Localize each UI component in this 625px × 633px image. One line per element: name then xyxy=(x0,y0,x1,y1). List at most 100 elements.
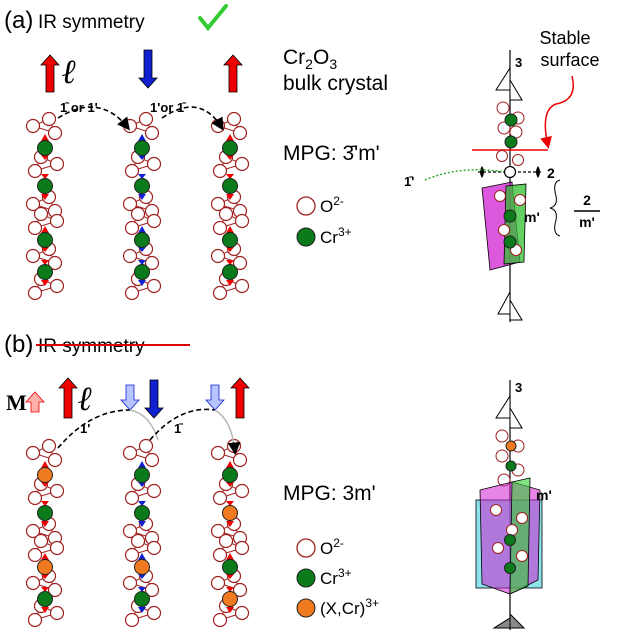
spin xyxy=(41,587,49,613)
legend-text: Cr3+ xyxy=(320,566,352,588)
moment-arrow xyxy=(40,54,60,93)
oxygen xyxy=(27,285,43,301)
axis-label: m' xyxy=(536,487,552,503)
oxygen xyxy=(27,490,43,506)
moment-arrow xyxy=(138,49,158,89)
operation: 1̄ or 1' xyxy=(60,100,98,115)
axis-label: 1̄' xyxy=(404,174,414,189)
oxygen xyxy=(138,111,154,127)
oxygen xyxy=(495,449,509,463)
oxygen xyxy=(516,550,528,562)
operation-arrow xyxy=(149,408,216,441)
inversion-center xyxy=(503,165,517,179)
fraction: m' xyxy=(579,214,595,230)
operation: 1'or 1̄ xyxy=(150,100,186,115)
bond xyxy=(128,118,153,134)
cation xyxy=(505,440,517,452)
bond xyxy=(219,278,244,294)
spin xyxy=(41,501,49,527)
moment-arrow xyxy=(120,384,140,411)
oxygen xyxy=(212,285,228,301)
operation-arrow xyxy=(129,409,159,441)
bond xyxy=(219,156,244,172)
oxygen xyxy=(146,483,162,499)
cation xyxy=(222,264,238,280)
panel-label: (a) xyxy=(4,7,33,34)
cation xyxy=(134,559,150,575)
spin xyxy=(41,174,49,200)
bond xyxy=(219,213,244,229)
oxygen xyxy=(516,512,528,524)
cation xyxy=(504,135,518,149)
oxygen xyxy=(27,163,43,179)
oxygen xyxy=(138,438,154,454)
oxygen xyxy=(212,490,228,506)
oxygen xyxy=(49,156,65,172)
cation xyxy=(504,534,516,546)
oxygen xyxy=(122,575,138,591)
oxygen xyxy=(144,452,160,468)
structures xyxy=(25,49,574,630)
bond xyxy=(219,605,244,621)
oxygen xyxy=(212,612,228,628)
legend-text: O2- xyxy=(320,536,344,558)
bond xyxy=(128,523,153,539)
cation xyxy=(134,178,150,194)
oxygen xyxy=(49,605,65,621)
oxygen xyxy=(27,220,43,236)
symmetry-flag xyxy=(495,66,511,91)
oxygen xyxy=(122,445,138,461)
spin xyxy=(138,587,146,613)
oxygen xyxy=(47,255,63,271)
oxygen xyxy=(27,612,43,628)
oxygen xyxy=(144,125,160,141)
oxygen xyxy=(124,163,140,179)
oxygen xyxy=(232,255,248,271)
bond xyxy=(131,156,156,172)
oxygen xyxy=(210,196,226,212)
moment-arrow xyxy=(205,384,225,411)
cation xyxy=(37,178,53,194)
annotation: Stable xyxy=(539,28,590,48)
oxygen xyxy=(498,224,510,236)
bond xyxy=(34,540,59,556)
bond xyxy=(216,523,241,539)
oxygen xyxy=(122,248,138,264)
cation xyxy=(37,559,53,575)
symmetry-flag xyxy=(492,617,511,629)
spin xyxy=(41,260,49,286)
oxygen xyxy=(49,483,65,499)
symmetry-flag xyxy=(509,406,523,429)
bond xyxy=(131,213,156,229)
oxygen xyxy=(490,504,502,516)
bond xyxy=(34,483,59,499)
bond xyxy=(128,196,153,212)
oxygen xyxy=(234,483,250,499)
bond xyxy=(216,196,241,212)
oxygen xyxy=(144,255,160,271)
oxygen xyxy=(494,190,506,202)
bond xyxy=(34,278,59,294)
oxygen xyxy=(25,523,41,539)
bond xyxy=(219,483,244,499)
operation-arrow xyxy=(161,106,224,131)
bond xyxy=(128,445,153,461)
legend-text: (X,Cr)3+ xyxy=(320,596,379,618)
cation xyxy=(134,591,150,607)
spin xyxy=(226,174,234,200)
oxygen xyxy=(146,278,162,294)
oxygen xyxy=(124,285,140,301)
spin xyxy=(226,587,234,613)
oxygen xyxy=(47,125,63,141)
moment-arrow xyxy=(58,377,78,419)
cation xyxy=(134,232,150,248)
cation xyxy=(37,232,53,248)
cation xyxy=(222,140,238,156)
operation-arrow xyxy=(57,106,130,131)
cation xyxy=(504,113,518,127)
cation xyxy=(134,467,150,483)
heading: IR symmetry xyxy=(38,336,145,357)
cation xyxy=(222,178,238,194)
legend-oxygen xyxy=(296,538,316,558)
cation xyxy=(503,209,517,223)
